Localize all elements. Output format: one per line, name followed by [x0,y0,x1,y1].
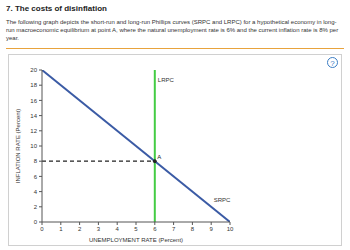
svg-text:3: 3 [97,226,101,232]
svg-text:A: A [157,154,161,160]
svg-text:18: 18 [30,82,37,88]
svg-text:14: 14 [30,113,37,119]
svg-text:SRPC: SRPC [214,197,231,203]
svg-text:16: 16 [30,98,37,104]
svg-text:10: 10 [30,143,37,149]
svg-text:0: 0 [40,226,44,232]
svg-text:12: 12 [30,128,37,134]
svg-text:UNEMPLOYMENT RATE (Percent): UNEMPLOYMENT RATE (Percent) [89,237,183,243]
svg-text:7: 7 [172,226,176,232]
svg-text:8: 8 [34,158,38,164]
svg-text:4: 4 [34,189,38,195]
svg-text:0: 0 [34,219,38,225]
html-text:7. The costs of disinflation: 7. The costs of disinflation [6,4,107,13]
svg-text:8: 8 [191,226,195,232]
svg-text:6: 6 [34,174,38,180]
svg-text:4: 4 [116,226,120,232]
svg-text:6: 6 [153,226,157,232]
svg-text:10: 10 [227,226,234,232]
svg-text:20: 20 [30,67,37,73]
svg-text:5: 5 [134,226,138,232]
svg-text:1: 1 [59,226,63,232]
svg-text:9: 9 [210,226,214,232]
svg-text:2: 2 [34,204,38,210]
svg-text:LRPC: LRPC [158,77,175,83]
svg-text:2: 2 [78,226,82,232]
svg-text:INFLATION RATE (Percent): INFLATION RATE (Percent) [15,109,21,183]
html-text:The following graph depicts th: The following graph depicts the short-ru… [6,19,339,41]
